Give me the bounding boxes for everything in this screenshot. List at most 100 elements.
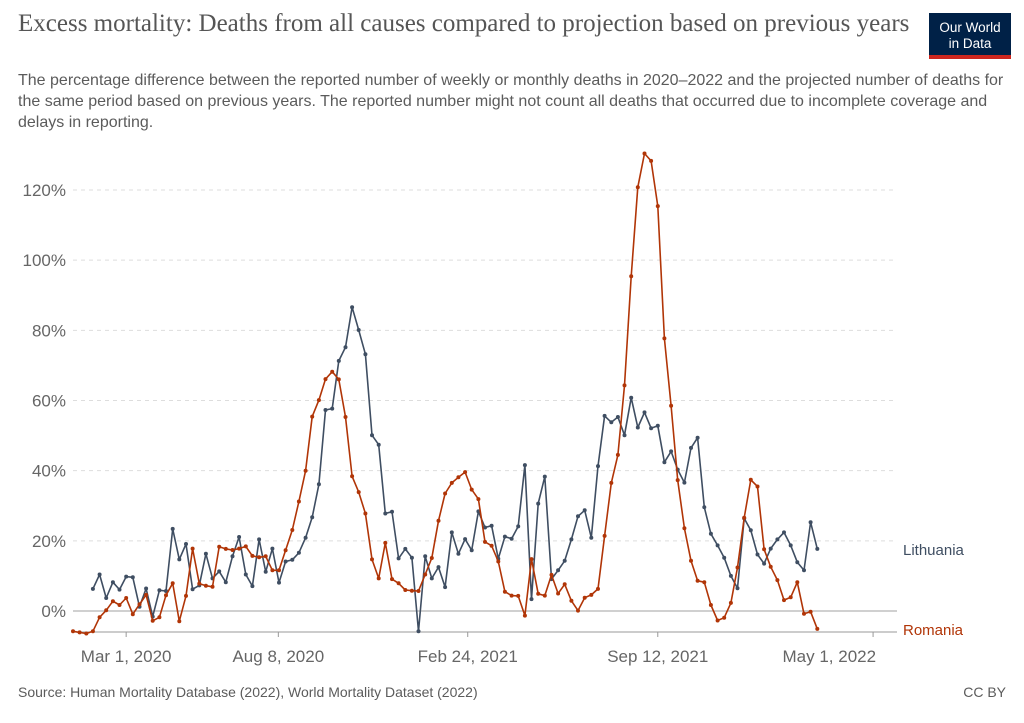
data-point-lithuania[interactable] [635, 425, 640, 430]
data-point-lithuania[interactable] [310, 515, 315, 520]
data-point-romania[interactable] [748, 477, 753, 482]
data-point-lithuania[interactable] [562, 558, 567, 563]
data-point-lithuania[interactable] [629, 395, 634, 400]
data-point-romania[interactable] [336, 377, 341, 382]
data-point-romania[interactable] [589, 592, 594, 597]
data-point-romania[interactable] [609, 480, 614, 485]
data-point-romania[interactable] [356, 490, 361, 495]
data-point-lithuania[interactable] [416, 629, 421, 634]
data-point-romania[interactable] [97, 615, 102, 620]
data-point-romania[interactable] [576, 608, 580, 613]
data-point-romania[interactable] [675, 478, 680, 483]
data-point-lithuania[interactable] [502, 534, 507, 539]
data-point-romania[interactable] [788, 595, 793, 600]
data-point-romania[interactable] [742, 515, 747, 520]
data-point-lithuania[interactable] [390, 509, 394, 514]
data-point-lithuania[interactable] [662, 460, 667, 465]
data-point-lithuania[interactable] [330, 406, 335, 411]
data-point-lithuania[interactable] [689, 445, 693, 450]
data-point-lithuania[interactable] [90, 586, 95, 591]
data-point-lithuania[interactable] [443, 585, 448, 590]
data-point-romania[interactable] [316, 398, 321, 403]
license-label[interactable]: CC BY [963, 684, 1006, 700]
data-point-romania[interactable] [522, 613, 527, 618]
data-point-romania[interactable] [516, 593, 521, 598]
data-point-romania[interactable] [689, 558, 693, 563]
data-point-romania[interactable] [117, 603, 122, 607]
data-point-romania[interactable] [263, 554, 268, 559]
data-point-lithuania[interactable] [782, 530, 786, 535]
data-point-lithuania[interactable] [569, 537, 574, 542]
data-point-romania[interactable] [144, 592, 149, 597]
data-point-lithuania[interactable] [409, 555, 414, 560]
data-point-lithuania[interactable] [589, 535, 594, 540]
data-point-romania[interactable] [71, 629, 75, 634]
data-point-romania[interactable] [582, 595, 587, 600]
data-point-lithuania[interactable] [243, 572, 248, 577]
data-point-romania[interactable] [715, 618, 720, 623]
data-point-lithuania[interactable] [117, 587, 122, 592]
data-point-romania[interactable] [602, 533, 607, 538]
data-point-romania[interactable] [210, 584, 215, 589]
data-point-romania[interactable] [549, 572, 554, 577]
data-point-romania[interactable] [509, 593, 514, 598]
data-point-romania[interactable] [130, 612, 135, 617]
owid-logo[interactable]: Our World in Data [929, 13, 1011, 59]
data-point-lithuania[interactable] [124, 574, 129, 579]
data-point-romania[interactable] [556, 591, 561, 596]
data-point-lithuania[interactable] [529, 597, 534, 602]
data-point-lithuania[interactable] [509, 536, 514, 541]
data-point-romania[interactable] [795, 580, 800, 585]
data-point-lithuania[interactable] [649, 426, 654, 431]
data-point-romania[interactable] [343, 415, 348, 419]
data-point-lithuania[interactable] [722, 555, 727, 560]
data-point-romania[interactable] [436, 518, 441, 523]
data-point-lithuania[interactable] [263, 569, 268, 574]
data-point-lithuania[interactable] [642, 410, 647, 415]
data-point-romania[interactable] [536, 591, 541, 596]
data-point-lithuania[interactable] [483, 525, 487, 530]
data-point-romania[interactable] [596, 586, 600, 591]
data-point-lithuania[interactable] [615, 415, 620, 419]
data-point-lithuania[interactable] [449, 530, 454, 535]
data-point-lithuania[interactable] [702, 505, 707, 510]
data-point-romania[interactable] [708, 603, 713, 607]
data-point-lithuania[interactable] [542, 474, 547, 479]
data-point-romania[interactable] [270, 568, 275, 573]
data-point-lithuania[interactable] [290, 557, 295, 562]
data-point-romania[interactable] [815, 626, 820, 631]
data-point-romania[interactable] [310, 414, 315, 419]
legend-label-romania[interactable]: Romania [903, 622, 964, 639]
data-point-romania[interactable] [157, 615, 162, 620]
data-point-lithuania[interactable] [802, 568, 806, 573]
data-point-lithuania[interactable] [356, 328, 361, 332]
data-point-lithuania[interactable] [277, 580, 281, 585]
data-point-lithuania[interactable] [556, 568, 561, 573]
data-point-romania[interactable] [449, 480, 454, 485]
data-point-lithuania[interactable] [708, 531, 713, 536]
data-point-lithuania[interactable] [270, 546, 275, 551]
data-point-lithuania[interactable] [748, 528, 753, 533]
series-lithuania[interactable] [90, 305, 820, 634]
data-point-lithuania[interactable] [516, 524, 521, 529]
data-point-lithuania[interactable] [104, 596, 109, 600]
data-point-romania[interactable] [629, 274, 634, 279]
data-point-lithuania[interactable] [363, 352, 368, 357]
data-point-lithuania[interactable] [768, 546, 773, 551]
data-point-lithuania[interactable] [762, 561, 767, 566]
data-point-romania[interactable] [669, 403, 674, 408]
data-point-romania[interactable] [396, 581, 401, 586]
data-point-lithuania[interactable] [489, 523, 494, 528]
data-point-romania[interactable] [390, 577, 394, 582]
data-point-lithuania[interactable] [602, 413, 607, 418]
data-point-romania[interactable] [483, 539, 487, 544]
data-point-romania[interactable] [376, 576, 381, 581]
data-point-romania[interactable] [170, 581, 175, 586]
data-point-lithuania[interactable] [323, 408, 328, 412]
data-point-lithuania[interactable] [788, 543, 793, 548]
data-point-lithuania[interactable] [250, 584, 255, 589]
series-romania[interactable] [71, 151, 820, 636]
legend-label-lithuania[interactable]: Lithuania [903, 542, 965, 559]
data-point-lithuania[interactable] [257, 537, 262, 542]
data-point-lithuania[interactable] [576, 514, 580, 519]
